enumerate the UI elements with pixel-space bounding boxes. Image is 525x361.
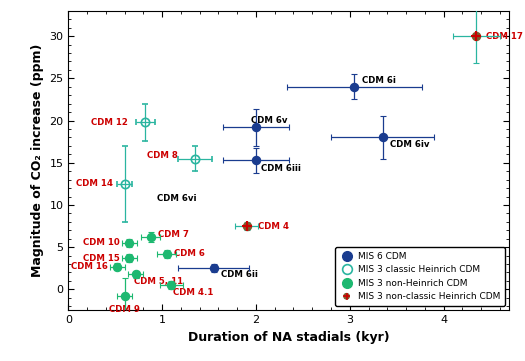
Legend: MIS 6 CDM, MIS 3 classic Heinrich CDM, MIS 3 non-Heinrich CDM, MIS 3 non-classic: MIS 6 CDM, MIS 3 classic Heinrich CDM, M… bbox=[335, 247, 505, 306]
Text: CDM 9: CDM 9 bbox=[109, 305, 140, 314]
Text: CDM 15: CDM 15 bbox=[83, 254, 120, 263]
Text: CDM 14: CDM 14 bbox=[76, 179, 113, 188]
Text: CDM 8: CDM 8 bbox=[147, 151, 178, 160]
Text: CDM 6iii: CDM 6iii bbox=[260, 165, 300, 173]
Text: CDM 6v: CDM 6v bbox=[251, 116, 288, 125]
Text: CDM 4: CDM 4 bbox=[258, 222, 289, 231]
X-axis label: Duration of NA stadials (kyr): Duration of NA stadials (kyr) bbox=[188, 331, 390, 344]
Text: CDM 6ii: CDM 6ii bbox=[221, 270, 258, 279]
Text: CDM 6iv: CDM 6iv bbox=[390, 140, 429, 149]
Y-axis label: Magnitude of CO₂ increase (ppm): Magnitude of CO₂ increase (ppm) bbox=[30, 44, 44, 277]
Text: CDM 4.1: CDM 4.1 bbox=[173, 288, 214, 297]
Text: CDM 10: CDM 10 bbox=[83, 238, 120, 247]
Text: CDM 6vi: CDM 6vi bbox=[158, 194, 197, 203]
Text: CDM 6i: CDM 6i bbox=[362, 76, 396, 85]
Text: CDM 5, 11: CDM 5, 11 bbox=[134, 277, 183, 286]
Text: CDM 7: CDM 7 bbox=[159, 230, 190, 239]
Text: CDM 6: CDM 6 bbox=[174, 249, 205, 258]
Text: CDM 16: CDM 16 bbox=[71, 262, 108, 271]
Text: CDM 17: CDM 17 bbox=[486, 32, 523, 41]
Text: CDM 12: CDM 12 bbox=[91, 118, 128, 127]
